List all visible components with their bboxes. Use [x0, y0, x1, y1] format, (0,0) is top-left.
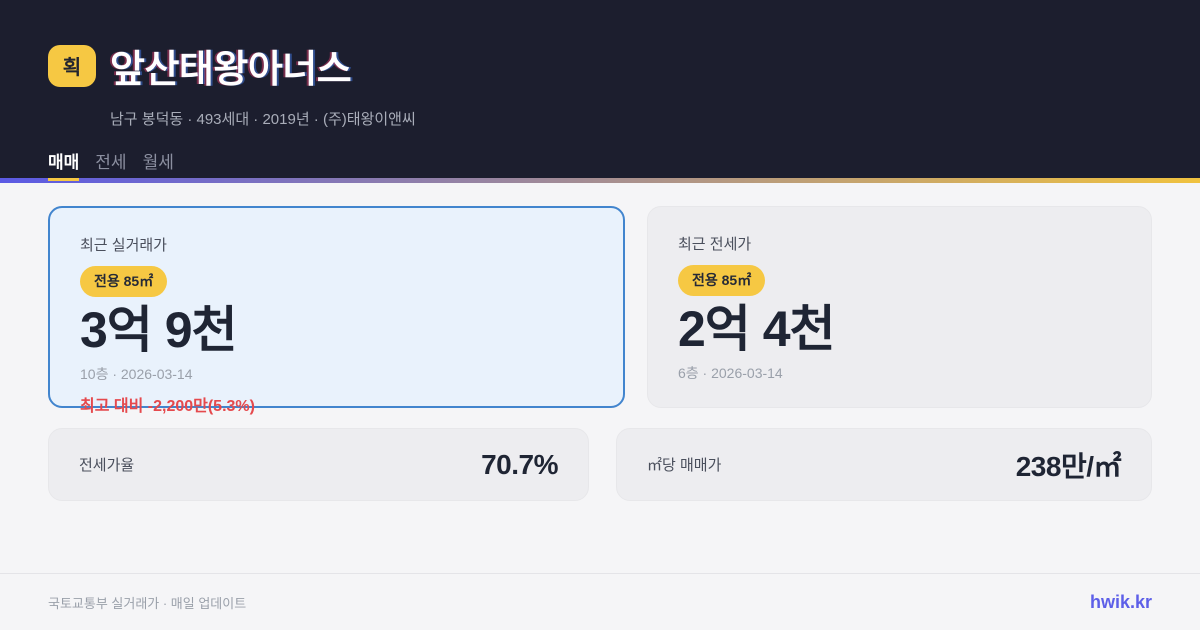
accent-gradient-divider — [0, 178, 1200, 183]
stat-cards-row: 전세가율 70.7% ㎡당 매매가 238만/㎡ — [48, 428, 1152, 501]
header-top: 획 앞산태왕아너스 — [48, 38, 1152, 93]
jeonse-area-badge: 전용 85㎡ — [678, 265, 766, 296]
apartment-subtitle: 남구 봉덕동 · 493세대 · 2019년 · (주)태왕이앤씨 — [110, 111, 416, 128]
page-title: 앞산태왕아너스 — [110, 49, 352, 91]
brand-link[interactable]: hwik.kr — [1089, 591, 1152, 612]
price-per-sqm-card: ㎡당 매매가 238만/㎡ — [616, 428, 1152, 501]
recent-sale-price-card: 최근 실거래가 전용 85㎡ 3억 9천 10층 · 2026-03-14 최고… — [48, 206, 625, 415]
tab-sale[interactable]: 매매 — [48, 148, 80, 181]
jeonse-card-label: 최근 전세가 — [678, 236, 752, 253]
tab-monthly[interactable]: 월세 — [142, 153, 174, 172]
jeonse-price-meta: 6층 · 2026-03-14 — [678, 365, 783, 381]
sale-price-delta: 최고 대비 -2,200만(5.3%) — [80, 398, 255, 415]
jeonse-price-value: 2억 4천 — [678, 301, 836, 357]
price-per-sqm-value: 238만/㎡ — [1015, 450, 1122, 482]
jeonse-ratio-card: 전세가율 70.7% — [48, 428, 589, 501]
sale-area-badge: 전용 85㎡ — [80, 266, 168, 297]
jeonse-ratio-value: 70.7% — [481, 448, 558, 480]
price-cards-row: 최근 실거래가 전용 85㎡ 3억 9천 10층 · 2026-03-14 최고… — [48, 206, 1152, 415]
recent-jeonse-price-card: 최근 전세가 전용 85㎡ 2억 4천 6층 · 2026-03-14 — [647, 206, 1152, 408]
jeonse-ratio-label: 전세가율 — [79, 457, 135, 474]
header: 획 앞산태왕아너스 남구 봉덕동 · 493세대 · 2019년 · (주)태왕… — [0, 0, 1200, 181]
trade-type-tabs: 매매 전세 월세 — [48, 148, 1152, 181]
main-content: 최근 실거래가 전용 85㎡ 3억 9천 10층 · 2026-03-14 최고… — [0, 183, 1200, 501]
price-per-sqm-label: ㎡당 매매가 — [647, 457, 722, 474]
brand-badge-icon: 획 — [48, 44, 96, 87]
footer: 국토교통부 실거래가 · 매일 업데이트 hwik.kr — [0, 573, 1200, 630]
sale-price-meta: 10층 · 2026-03-14 — [80, 366, 193, 382]
tab-jeonse[interactable]: 전세 — [95, 153, 127, 172]
sale-price-value: 3억 9천 — [80, 302, 238, 358]
sale-card-label: 최근 실거래가 — [80, 237, 167, 254]
data-source-note: 국토교통부 실거래가 · 매일 업데이트 — [48, 595, 247, 611]
